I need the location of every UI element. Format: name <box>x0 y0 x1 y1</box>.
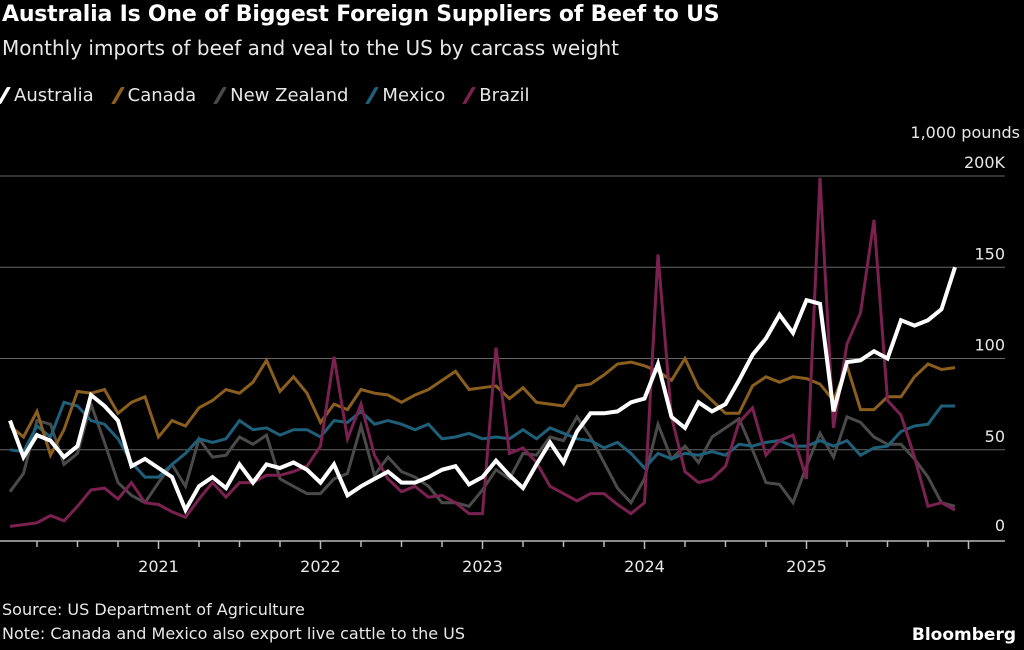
source-note: Source: US Department of Agriculture <box>2 600 305 619</box>
legend: Australia Canada New Zealand Mexico Braz… <box>0 85 530 106</box>
x-tick-label: 2021 <box>138 557 179 576</box>
y-tick-label: 50 <box>985 427 1005 446</box>
series-line-canada <box>9 355 956 460</box>
series-line-brazil <box>9 177 956 528</box>
y-tick-label: 200K <box>964 153 1006 172</box>
legend-label: New Zealand <box>230 85 349 106</box>
legend-label: Brazil <box>479 85 530 106</box>
legend-item-new-zealand: New Zealand <box>213 85 349 106</box>
line-chart: 1,000 pounds 0 50 100 150 200K 2021 2022 2023 2… <box>0 123 1020 576</box>
series-line-australia <box>8 266 957 515</box>
y-tick-label: 150 <box>974 244 1005 263</box>
legend-label: Canada <box>127 85 197 106</box>
legend-item-mexico: Mexico <box>365 85 446 106</box>
x-tick-label: 2023 <box>462 557 503 576</box>
footnote: Note: Canada and Mexico also export live… <box>2 624 466 643</box>
x-tick-label: 2025 <box>786 557 827 576</box>
legend-item-brazil: Brazil <box>462 85 530 106</box>
chart-subtitle: Monthly imports of beef and veal to the … <box>2 36 619 60</box>
y-axis-unit-label: 1,000 pounds <box>910 123 1020 142</box>
y-tick-label: 0 <box>995 516 1005 535</box>
legend-label: Mexico <box>382 85 446 106</box>
chart-title: Australia Is One of Biggest Foreign Supp… <box>2 2 720 27</box>
x-tick-label: 2022 <box>300 557 341 576</box>
legend-item-australia: Australia <box>0 85 94 106</box>
bloomberg-logo: Bloomberg <box>911 625 1016 645</box>
x-tick-label: 2024 <box>624 557 665 576</box>
y-tick-label: 100 <box>974 336 1005 355</box>
legend-item-canada: Canada <box>110 85 197 106</box>
legend-label: Australia <box>14 85 94 106</box>
